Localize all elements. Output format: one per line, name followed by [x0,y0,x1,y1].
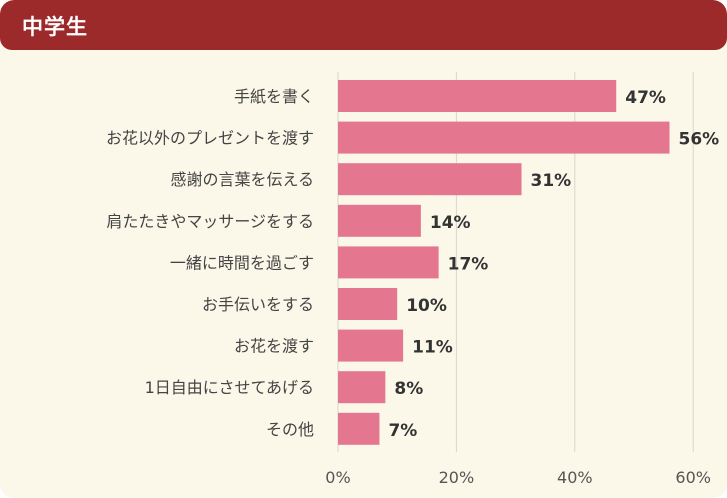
x-tick-label: 40% [557,468,593,487]
value-label: 47% [625,88,666,108]
value-label: 14% [430,213,471,233]
category-label: その他 [266,420,314,439]
bar [338,163,522,196]
bar [338,371,386,404]
bar [338,412,380,445]
header-bar: 中学生 [0,0,727,50]
value-label: 31% [531,171,572,191]
category-label: お花を渡す [234,337,314,356]
bar [338,246,439,279]
value-label: 10% [406,296,447,316]
x-tick-label: 20% [439,468,475,487]
category-label: 手紙を書く [234,87,314,106]
chart-title: 中学生 [22,15,88,39]
value-label: 56% [679,130,720,150]
bar [338,329,404,362]
bar [338,204,421,237]
value-label: 7% [388,421,417,441]
category-label: 1日自由にさせてあげる [145,378,314,397]
value-label: 17% [448,254,489,274]
x-tick-label: 60% [675,468,711,487]
bar [338,80,617,112]
category-label: 感謝の言葉を伝える [170,170,314,189]
x-tick-label: 0% [325,468,350,487]
bar [338,288,398,320]
value-label: 11% [412,338,453,358]
category-label: 肩たたきやマッサージをする [106,212,314,231]
bar [338,121,670,154]
category-label: お花以外のプレゼントを渡す [106,129,314,148]
category-label: 一緒に時間を過ごす [170,253,314,272]
category-label: お手伝いをする [202,295,314,314]
value-label: 8% [394,379,423,399]
